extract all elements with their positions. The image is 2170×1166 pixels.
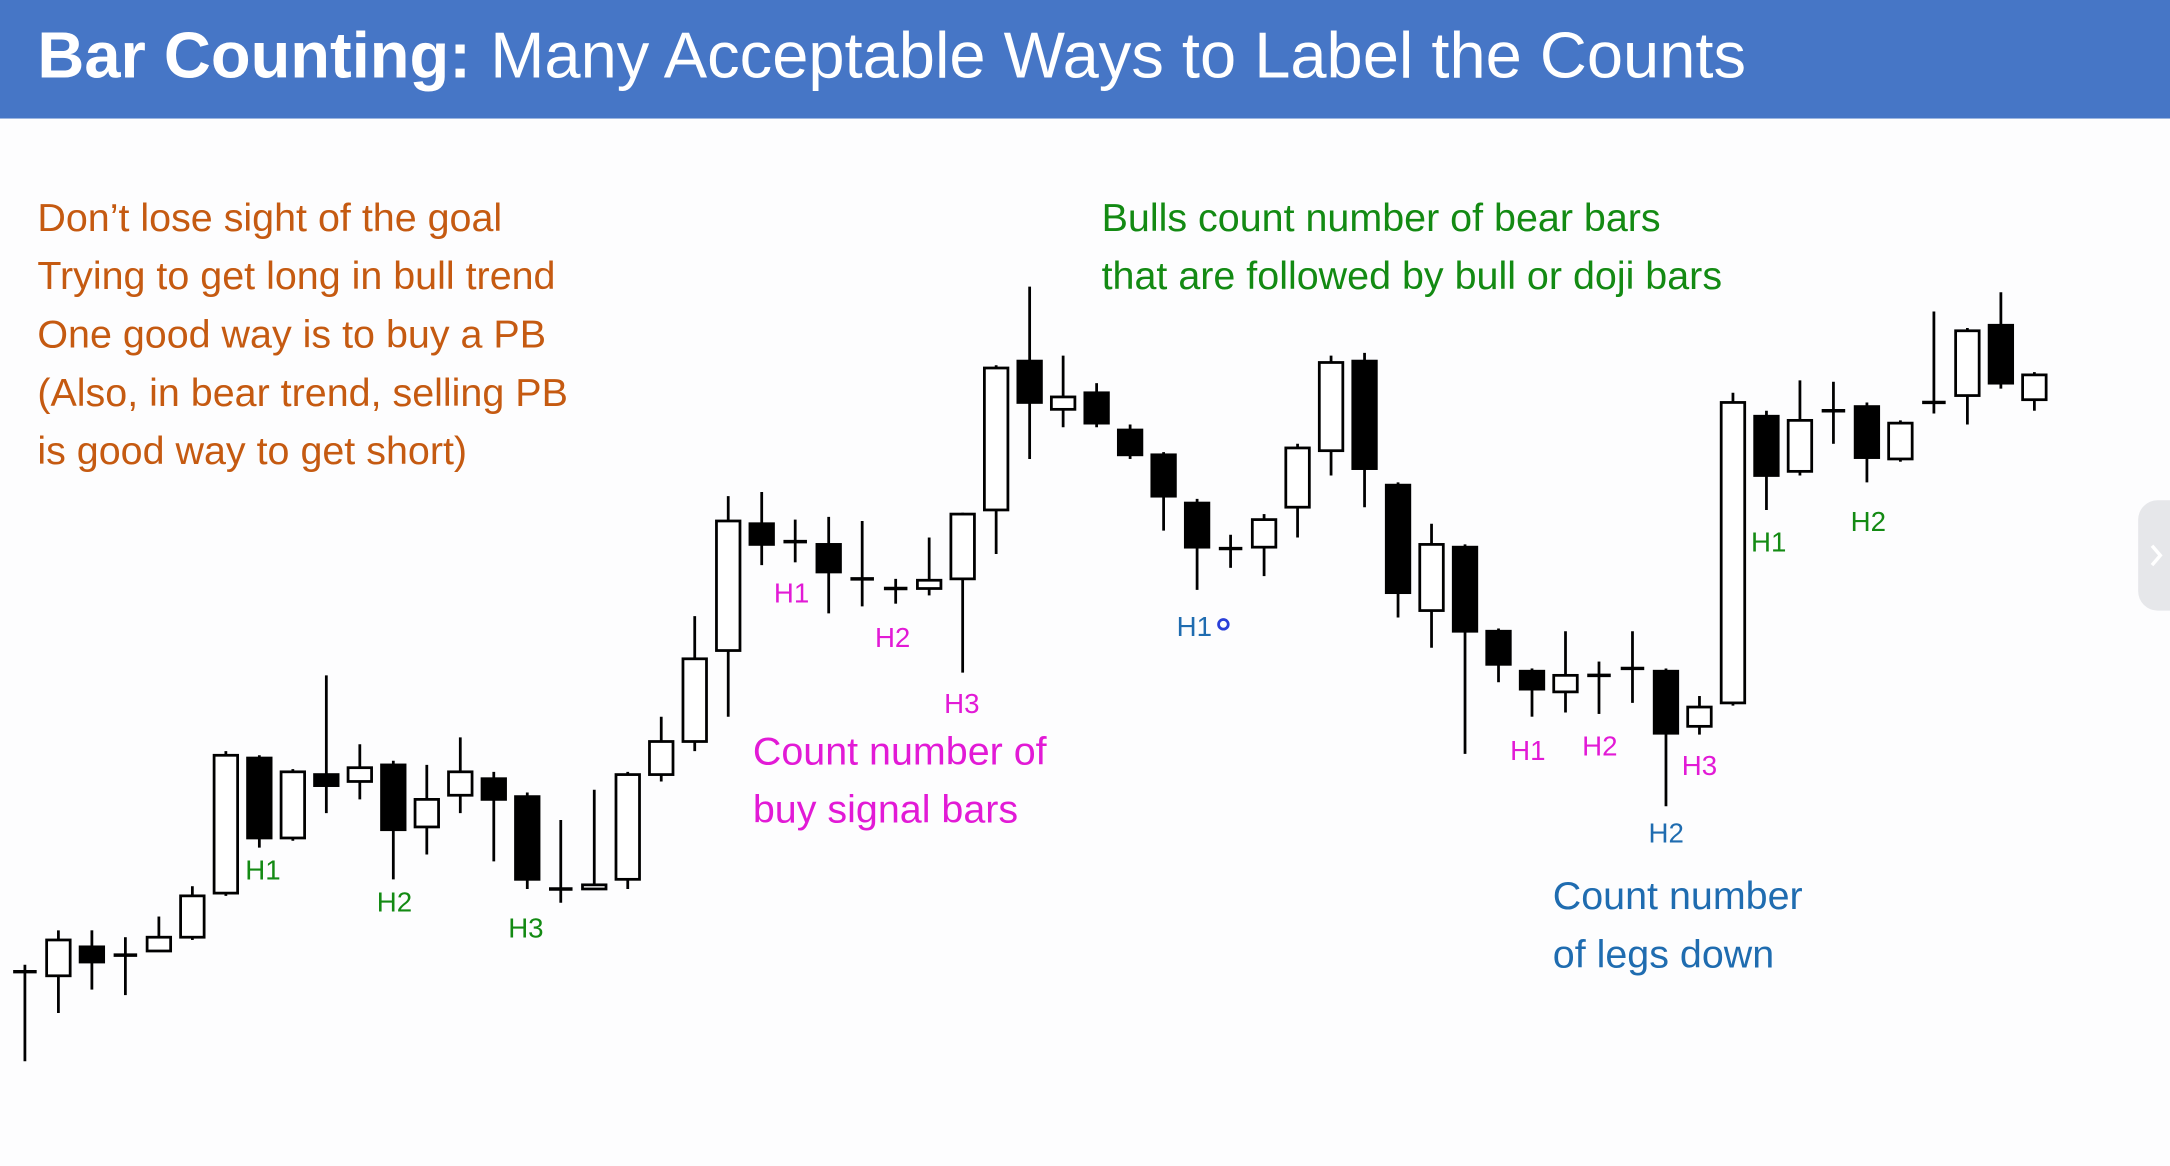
count-label: H1 [774,578,809,609]
candle-body [346,766,373,783]
note-line: buy signal bars [753,788,1018,832]
count-label: H1 [245,855,280,886]
candle-body [1719,401,1747,705]
candle-body [748,522,775,546]
candle-body [1853,405,1881,459]
count-label: H2 [1649,818,1684,849]
note-line: of legs down [1553,932,1774,976]
candle-body [78,945,106,964]
count-label: H3 [1682,750,1717,781]
note-line: that are followed by bull or doji bars [1102,254,1722,298]
candle-body [1887,421,1914,461]
candle-body [1451,545,1479,633]
candle-body [1083,391,1110,425]
note-line: Count number of [753,729,1047,773]
note-line: One good way is to buy a PB [37,313,546,357]
candle-body [279,770,306,840]
count-label: H2 [1582,731,1617,762]
note-line: Don’t lose sight of the goal [37,196,502,240]
candle-body [380,763,407,832]
candle-body [581,883,608,891]
candle-body [1351,359,1378,470]
candle-body [45,938,72,978]
candle-body [480,777,507,801]
candle-body [413,798,440,829]
candle-body [1552,673,1579,694]
candle-body [1250,518,1278,549]
count-label: H2 [875,622,910,653]
candle-body [1753,414,1780,477]
candle-body [1652,669,1680,735]
title-bar [0,0,2170,119]
count-label: H3 [944,688,979,719]
candle-body [1518,669,1546,691]
tab-chevron [2150,544,2163,567]
note-line: (Also, in bear trend, selling PB [37,371,568,415]
candle-body [1284,446,1311,509]
slide-title: Bar Counting: Many Acceptable Ways to Lab… [37,19,1746,92]
title-rest: Many Acceptable Ways to Label the Counts [490,19,1746,92]
side-panel-toggle[interactable] [2138,500,2170,611]
candle-body [1150,453,1177,498]
candle-body [983,366,1010,512]
count-label: H1 [1751,527,1786,558]
candle-body [1485,629,1512,666]
candle-body [916,578,943,590]
note-line: Bulls count number of bear bars [1102,196,1661,240]
note-line: is good way to get short) [37,429,467,473]
candle-body [648,740,675,776]
count-label: H3 [508,913,543,944]
candle-body [514,795,541,881]
candle-body [614,773,641,881]
candle-body [1384,483,1412,595]
title-bold: Bar Counting: [37,19,471,92]
candle-body [2021,373,2048,402]
count-label: H2 [377,886,412,917]
candle-body [212,753,240,895]
candle-body [1786,418,1814,473]
candle-body [1016,359,1043,404]
count-label: H1 [1177,611,1212,642]
candle-body [246,756,273,840]
note-line: Trying to get long in bull trend [37,254,555,298]
candle-body [1954,329,1981,397]
cursor-dot [1217,618,1230,631]
candle-body [447,770,474,797]
candle-body [715,519,742,652]
candle-body [1418,543,1445,612]
count-label: H1 [1510,735,1545,766]
candle-body [681,657,708,743]
count-label: H2 [1851,506,1886,537]
candle-body [1317,361,1345,453]
candle-body [1049,395,1077,411]
candle-body [179,894,206,939]
candle-body [1116,428,1144,457]
candle-body [1183,501,1211,549]
candle-body [1686,705,1713,728]
note-line: Count number [1553,874,1803,918]
candle-body [949,512,976,581]
candle-body [815,543,842,574]
candle-body [1987,323,2015,385]
candle-body [313,773,340,787]
tab-body[interactable] [2138,500,2170,611]
candle-body [145,935,173,953]
